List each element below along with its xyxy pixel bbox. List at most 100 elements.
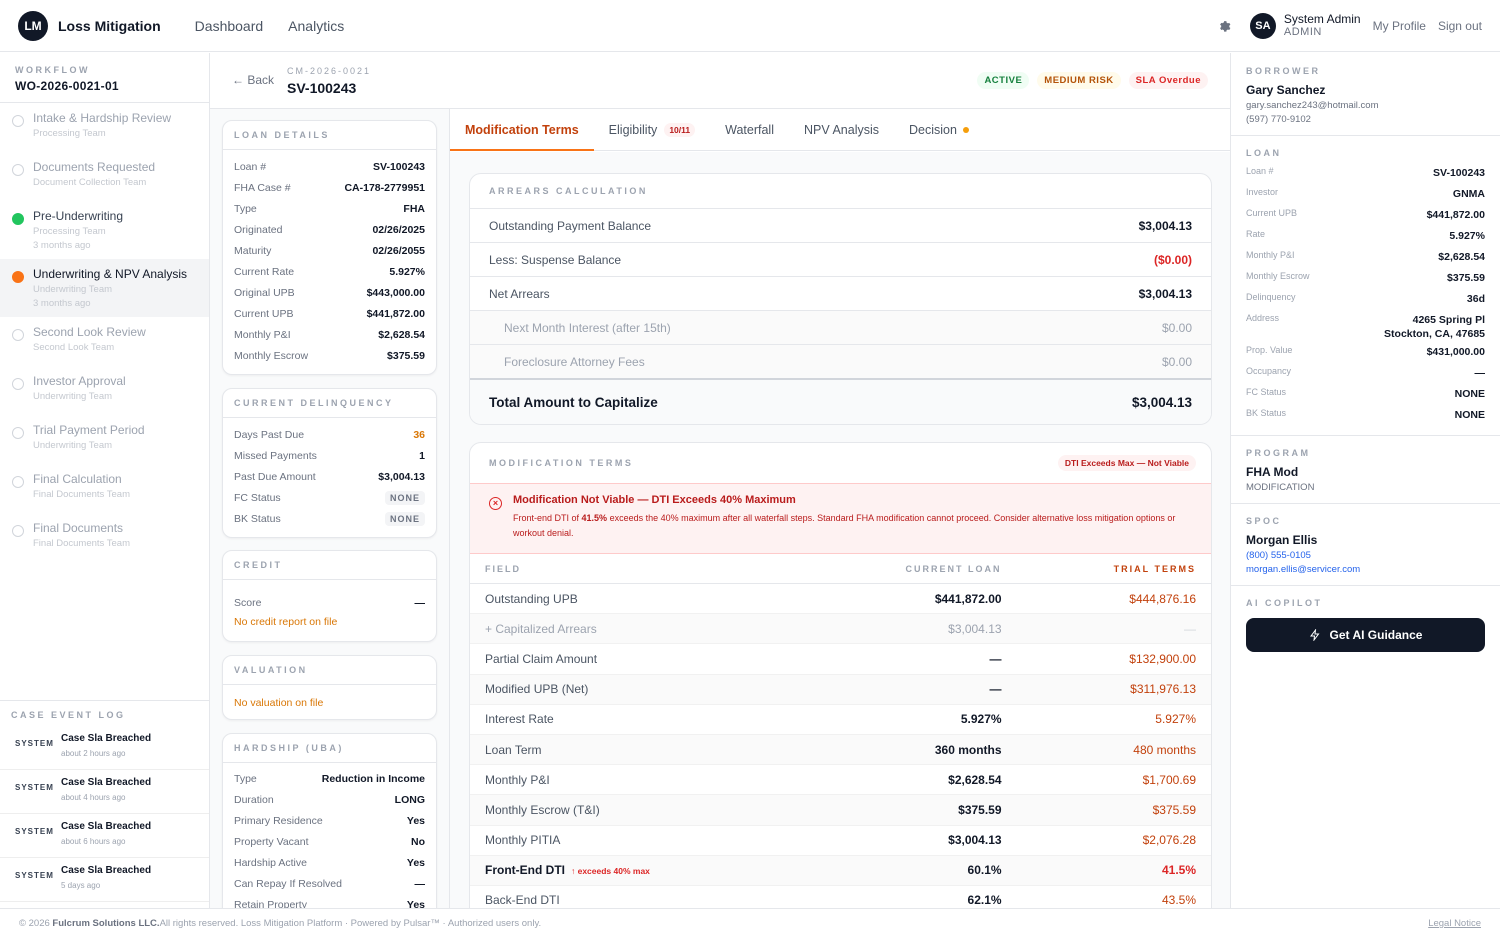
current-loan-cell: $2,628.54 xyxy=(948,772,1002,787)
nav-dashboard[interactable]: Dashboard xyxy=(194,17,264,34)
workflow-step[interactable]: Trial Payment Period Underwriting Team xyxy=(0,415,209,464)
workflow-step[interactable]: Documents Requested Document Collection T… xyxy=(0,152,209,201)
detail-value: $443,000.00 xyxy=(366,286,425,299)
tab-decision[interactable]: Decision xyxy=(909,109,969,150)
borrower-email[interactable]: gary.sanchez243@hotmail.com xyxy=(1246,100,1379,111)
arrears-value: $3,004.13 xyxy=(1138,218,1192,233)
step-team: Underwriting Team xyxy=(33,391,113,402)
trial-terms-cell: $375.59 xyxy=(1152,802,1196,817)
footer-company: Fulcrum Solutions LLC. xyxy=(52,918,160,929)
event-source: SYSTEM xyxy=(15,871,54,880)
loan-caption: LOAN xyxy=(1246,148,1282,158)
event-item[interactable]: SYSTEM Case Sla Breached about 6 hours ago xyxy=(0,814,209,858)
nav-analytics[interactable]: Analytics xyxy=(288,17,345,34)
detail-row: Duration LONG xyxy=(223,789,436,810)
status-dot-icon xyxy=(12,115,24,127)
tab-eligibility[interactable]: Eligibility 10/11 xyxy=(609,109,696,150)
loan-summary-value: 5.927% xyxy=(1449,230,1485,242)
get-ai-guidance-button[interactable]: Get AI Guidance xyxy=(1246,618,1485,652)
event-time: 5 days ago xyxy=(61,881,101,890)
case-tabs: Modification Terms Eligibility 10/11 Waterf… xyxy=(450,109,1230,151)
current-loan-cell: 360 months xyxy=(934,742,1002,757)
detail-value: CA-178-2779951 xyxy=(344,181,425,194)
field-cell: Partial Claim Amount xyxy=(485,652,814,666)
app-title[interactable]: Loss Mitigation xyxy=(58,17,161,34)
detail-label: Duration xyxy=(234,793,274,806)
hardship-card: HARDSHIP (UBA) Type Reduction in Income Du… xyxy=(222,733,437,933)
legal-notice-link[interactable]: Legal Notice xyxy=(1428,918,1481,929)
user-avatar[interactable]: SA xyxy=(1249,12,1276,39)
field-label: Interest Rate xyxy=(485,712,554,727)
loan-summary-label: FC Status xyxy=(1246,387,1287,397)
status-dot-icon xyxy=(12,476,24,488)
workflow-step[interactable]: Final Calculation Final Documents Team xyxy=(0,464,209,513)
tab-modification-terms[interactable]: Modification Terms xyxy=(450,109,594,151)
spoc-caption: SPOC xyxy=(1246,516,1282,526)
status-dot-icon xyxy=(12,525,24,537)
event-item[interactable]: SYSTEM Case Sla Breached 5 days ago xyxy=(0,858,209,902)
step-team: Final Documents Team xyxy=(33,538,130,549)
workflow-caption: WORKFLOW xyxy=(15,65,90,75)
days-past-due-label: Days Past Due xyxy=(234,428,305,441)
terms-table-header: FIELD CURRENT LOAN TRIAL TERMS xyxy=(470,554,1211,584)
loan-summary-label: BK Status xyxy=(1246,408,1287,418)
loan-summary-label: Delinquency xyxy=(1246,292,1296,302)
detail-value: LONG xyxy=(394,793,425,806)
step-time: 3 months ago xyxy=(33,240,91,251)
sign-out-link[interactable]: Sign out xyxy=(1437,18,1482,33)
workflow-step[interactable]: Second Look Review Second Look Team xyxy=(0,317,209,366)
field-label: Monthly Escrow (T&I) xyxy=(485,802,600,817)
workflow-step[interactable]: Pre-Underwriting Processing Team 3 months … xyxy=(0,201,209,259)
detail-value: $375.59 xyxy=(387,349,425,362)
my-profile-link[interactable]: My Profile xyxy=(1372,18,1426,33)
spoc-phone[interactable]: (800) 555-0105 xyxy=(1246,550,1311,561)
gear-icon[interactable] xyxy=(1216,18,1232,34)
detail-row: Primary Residence Yes xyxy=(223,810,436,831)
detail-row: Original UPB $443,000.00 xyxy=(223,282,436,303)
loan-summary-value: 4265 Spring Pl Stockton, CA, 47685 xyxy=(1384,314,1485,340)
back-button[interactable]: ← Back xyxy=(232,73,275,87)
arrears-value: ($0.00) xyxy=(1153,252,1192,267)
arrears-caption: ARREARS CALCULATION xyxy=(489,186,648,196)
detail-row: Property Vacant No xyxy=(223,831,436,852)
loan-summary-row: Delinquency 36d xyxy=(1246,288,1485,309)
app-logo[interactable]: LM xyxy=(18,10,48,41)
event-item[interactable]: SYSTEM Case Sla Breached about 2 hours ago xyxy=(0,726,209,770)
tab-waterfall[interactable]: Waterfall xyxy=(725,109,774,150)
workflow-step[interactable]: Final Documents Final Documents Team xyxy=(0,513,209,562)
loan-summary-label: Rate xyxy=(1246,229,1266,239)
step-title: Final Documents xyxy=(33,521,124,535)
tab-label: NPV Analysis xyxy=(803,122,880,137)
trial-terms-cell: $1,700.69 xyxy=(1142,772,1196,787)
alert-body-post: exceeds the 40% maximum after all waterf… xyxy=(513,513,1176,538)
current-loan-cell: 60.1% xyxy=(967,863,1002,878)
field-label: Outstanding UPB xyxy=(485,591,578,606)
detail-label: Hardship Active xyxy=(234,856,307,869)
spoc-email[interactable]: morgan.ellis@servicer.com xyxy=(1246,564,1361,575)
case-header: ← Back CM-2026-0021 SV-100243 ACTIVE MEDI… xyxy=(210,53,1230,109)
table-row: Monthly PITIA $3,004.13 $2,076.28 xyxy=(470,826,1211,856)
detail-label: Monthly P&I xyxy=(234,328,291,341)
step-team: Processing Team xyxy=(33,128,106,139)
col-trial-terms: TRIAL TERMS xyxy=(1113,563,1196,574)
workflow-step[interactable]: Intake & Hardship Review Processing Team xyxy=(0,103,209,152)
loan-summary-row: Address 4265 Spring Pl Stockton, CA, 4768… xyxy=(1246,309,1485,341)
trial-terms-cell: $2,076.28 xyxy=(1142,833,1196,848)
valuation-caption: VALUATION xyxy=(223,656,436,685)
field-cell: Outstanding UPB xyxy=(485,592,814,606)
event-source: SYSTEM xyxy=(15,783,54,792)
past-due-label: Past Due Amount xyxy=(234,470,316,483)
arrears-label: Next Month Interest (after 15th) xyxy=(504,320,671,335)
tab-npv-analysis[interactable]: NPV Analysis xyxy=(804,109,879,150)
workflow-step[interactable]: Investor Approval Underwriting Team xyxy=(0,366,209,415)
detail-label: Loan # xyxy=(234,160,267,173)
delinquency-caption: CURRENT DELINQUENCY xyxy=(223,389,436,418)
arrears-value: $0.00 xyxy=(1161,354,1192,369)
detail-value: SV-100243 xyxy=(373,160,425,173)
event-item[interactable]: SYSTEM Case Sla Breached about 4 hours ago xyxy=(0,770,209,814)
status-badge: MEDIUM RISK xyxy=(1037,72,1121,89)
borrower-phone[interactable]: (597) 770-9102 xyxy=(1246,114,1311,125)
loan-summary-label: Loan # xyxy=(1246,166,1274,176)
workflow-step[interactable]: Underwriting & NPV Analysis Underwriting … xyxy=(0,259,209,317)
loan-summary-row: Prop. Value $431,000.00 xyxy=(1246,341,1485,362)
